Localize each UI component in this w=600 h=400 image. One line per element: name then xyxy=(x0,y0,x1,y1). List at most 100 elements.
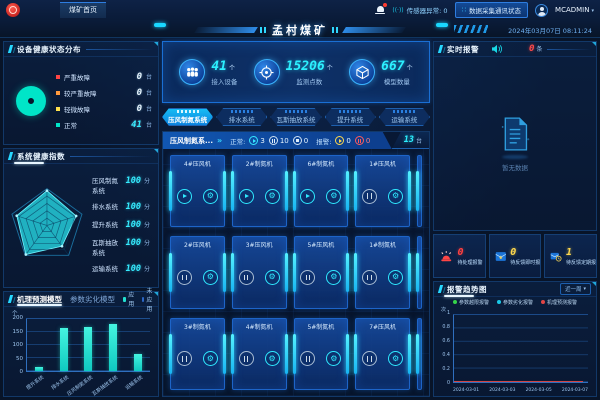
bar-slot xyxy=(27,319,52,371)
system-name: 排水系统 xyxy=(92,203,118,212)
fan-card-buttons: ⚙ xyxy=(300,249,342,305)
fan-pause-button[interactable] xyxy=(238,351,254,367)
system-tab[interactable]: 运输系统 xyxy=(379,108,430,126)
legend-item[interactable]: 参数越限报警 xyxy=(452,299,489,306)
score-unit: 分 xyxy=(143,204,150,212)
header-notch-icon xyxy=(7,45,14,53)
plot-area xyxy=(453,314,588,383)
model-chart-legend: 应用 未应用 xyxy=(123,286,155,313)
fan-card: 6#制氮机 ⚙ xyxy=(292,155,349,228)
fan-detail-button[interactable]: ⚙ xyxy=(264,188,280,204)
fan-pause-button[interactable] xyxy=(176,269,192,285)
left-column: 设备健康状态分布 严重故障 0 台较严重故障 0 台轻微故障 0 台正常 41 台 系统健康指数 xyxy=(3,41,159,397)
tab-degradation-model[interactable]: 参数劣化模型 xyxy=(70,294,115,304)
system-tab-label: 排水系统 xyxy=(228,116,255,124)
machine-gear-icon: ⚙ xyxy=(392,191,400,201)
fan-pause-button[interactable] xyxy=(300,351,316,367)
fan-pause-button[interactable] xyxy=(176,351,192,367)
fan-card-title: 1#制氮机 xyxy=(369,242,397,250)
pending-value: 0 xyxy=(457,246,464,258)
fan-detail-button[interactable]: ⚙ xyxy=(202,188,218,204)
fan-detail-button[interactable]: ⚙ xyxy=(388,188,404,204)
fan-detail-button[interactable]: ⚙ xyxy=(264,351,280,367)
system-tab[interactable]: 排水系统 xyxy=(216,108,267,126)
fan-run-button[interactable] xyxy=(176,188,192,204)
fan-card: 5#制氮机 ⚙ xyxy=(292,317,349,390)
dashboard: 设备健康状态分布 严重故障 0 台较严重故障 0 台轻微故障 0 台正常 41 台 系统健康指数 xyxy=(0,38,600,400)
fan-detail-button[interactable]: ⚙ xyxy=(326,269,342,285)
machine-gear-icon: ⚙ xyxy=(392,353,400,363)
legend-item[interactable]: 参数劣化报警 xyxy=(496,299,533,306)
fan-detail-button[interactable]: ⚙ xyxy=(388,269,404,285)
sensor-wave-icon xyxy=(392,6,403,14)
user-menu[interactable]: MCADMIN xyxy=(555,6,594,14)
pending-alarms-box[interactable]: 0 待处理报警 xyxy=(433,234,486,278)
fan-detail-button[interactable]: ⚙ xyxy=(264,269,280,285)
system-tab[interactable]: 压风制氮系统 xyxy=(162,108,213,126)
tab-mechanism-model[interactable]: 机理预测模型 xyxy=(17,294,62,306)
fan-card-buttons: ⚙ xyxy=(300,168,342,224)
header-actions: 传感器异常: 0 数据采集通讯状态 MCADMIN xyxy=(375,2,594,18)
legend-item[interactable]: 机理预测报警 xyxy=(541,299,577,306)
fan-pause-button[interactable] xyxy=(362,188,378,204)
tab-mine-home[interactable]: 煤矿首页 xyxy=(60,2,106,18)
fan-pause-button[interactable] xyxy=(300,269,316,285)
pending-label: 待反馈即时报告 xyxy=(510,259,541,266)
fan-detail-button[interactable]: ⚙ xyxy=(326,351,342,367)
fan-detail-button[interactable]: ⚙ xyxy=(388,351,404,367)
system-tab-label: 运输系统 xyxy=(391,116,418,124)
alert-badge xyxy=(383,3,388,7)
periodic-report-icon xyxy=(550,252,562,261)
y-tick-label: 1 xyxy=(446,311,450,316)
fan-card-buttons: ⚙ xyxy=(176,168,218,224)
legend-item[interactable]: 应用 xyxy=(123,290,136,308)
fan-pause-button[interactable] xyxy=(362,269,378,285)
system-tab[interactable]: 提升系统 xyxy=(325,108,376,126)
fan-detail-button[interactable]: ⚙ xyxy=(202,269,218,285)
fan-card-title: 7#压风机 xyxy=(369,323,397,331)
instant-report-box[interactable]: 0待反馈即时报告 xyxy=(488,234,542,278)
fan-card-buttons: ⚙ xyxy=(238,168,280,224)
fan-pause-button[interactable] xyxy=(238,269,254,285)
fan-run-button[interactable] xyxy=(300,188,316,204)
legend-label: 严重故障 xyxy=(64,73,90,82)
system-name: 运输系统 xyxy=(92,265,118,274)
legend-dot-icon xyxy=(56,74,60,79)
tab-deco-bars-icon xyxy=(393,110,415,113)
stat-unit: 个 xyxy=(228,64,235,72)
fan-card: 2#压风机 ⚙ xyxy=(169,236,226,309)
fan-total: 13 台 xyxy=(391,132,429,149)
periodic-report-box[interactable]: 1待反馈定期报告 xyxy=(544,234,598,278)
legend-value: 41 xyxy=(131,119,142,130)
deco-marks xyxy=(332,27,334,33)
expand-icon[interactable]: » xyxy=(216,136,223,145)
alarm-fault-count: 0 xyxy=(355,136,370,145)
fan-detail-button[interactable]: ⚙ xyxy=(326,188,342,204)
fan-run-button[interactable] xyxy=(238,188,254,204)
pause-icon xyxy=(305,356,311,362)
empty-text: 暂无数据 xyxy=(502,163,528,172)
bar-slot xyxy=(76,319,101,371)
time-range-select[interactable]: 近一周 xyxy=(559,283,591,295)
legend-label: 机理预测报警 xyxy=(547,299,578,306)
x-tick: 提升系统 xyxy=(25,372,51,394)
system-health-list: 压风制氮系统 100 分排水系统 100 分提升系统 100 分瓦斯抽放系统 100 分运输系统… xyxy=(92,166,156,283)
bar-slot xyxy=(125,319,150,371)
comm-status-button[interactable]: 数据采集通讯状态 xyxy=(454,2,529,18)
legend-item[interactable]: 未应用 xyxy=(142,286,155,313)
system-name: 瓦斯抽放系统 xyxy=(92,238,118,257)
system-score: 100 xyxy=(125,264,141,275)
machine-gear-icon: ⚙ xyxy=(392,272,400,282)
system-health-item: 排水系统 100 分 xyxy=(92,201,150,212)
pending-label: 待处理报警 xyxy=(457,259,483,266)
fan-pause-button[interactable] xyxy=(362,351,378,367)
y-tick-label: 150 xyxy=(12,328,24,335)
system-tab[interactable]: 瓦斯抽放系统 xyxy=(270,108,321,126)
system-tab-label: 提升系统 xyxy=(337,116,364,124)
notification-bell-icon[interactable] xyxy=(375,3,388,15)
legend-label: 应用 xyxy=(128,292,135,308)
fan-detail-button[interactable]: ⚙ xyxy=(202,351,218,367)
legend-dot-icon xyxy=(452,300,457,304)
legend-item: 严重故障 0 台 xyxy=(56,72,152,82)
